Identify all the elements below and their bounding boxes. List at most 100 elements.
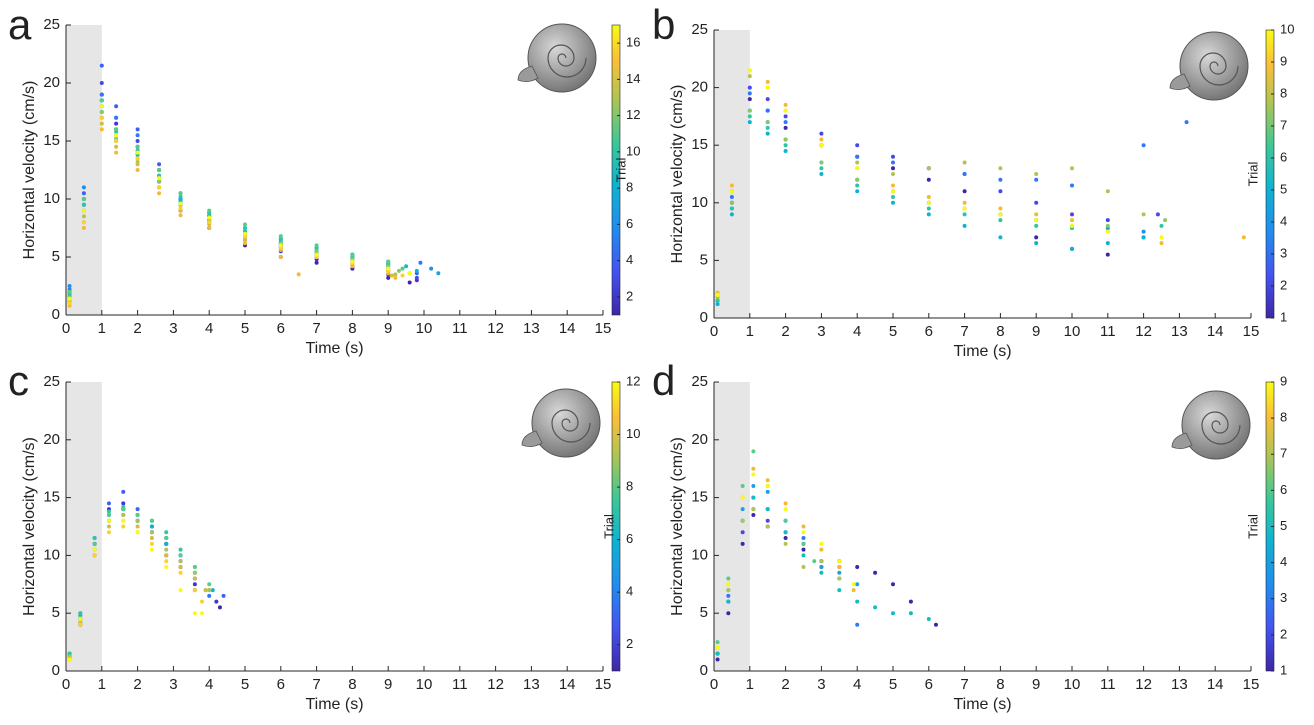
data-point [891,166,895,171]
data-point [178,201,183,206]
data-point [819,160,824,165]
data-point [855,599,860,604]
data-point [783,125,788,130]
data-point [106,524,111,529]
data-point [386,259,391,264]
data-point [891,582,895,587]
data-point [1155,212,1160,217]
data-point [114,133,119,138]
data-point [149,547,154,552]
data-point [765,484,770,489]
x-tick-label: 1 [98,320,106,337]
data-point [157,179,162,184]
data-point [962,223,967,228]
data-point [121,489,126,494]
data-point [783,102,788,107]
colorbar-tick-label: 6 [626,216,633,231]
colorbar-label: Trial [613,157,628,182]
data-point [1034,235,1039,240]
data-point [715,645,720,650]
colorbar-tick-label: 8 [1280,85,1287,100]
data-point [747,91,752,96]
data-point [207,220,212,225]
y-tick-label: 15 [43,489,60,506]
x-tick-label: 4 [853,323,861,340]
y-tick-label: 0 [700,662,708,679]
data-point [135,168,140,172]
data-point [407,271,412,276]
data-point [99,92,104,97]
x-tick-label: 8 [348,676,356,693]
data-point [135,507,140,512]
data-point [396,268,401,273]
data-point [729,212,734,217]
data-point [135,133,140,138]
x-tick-label: 9 [1032,676,1040,693]
data-point [1034,200,1039,205]
data-point [740,484,745,489]
data-point [765,108,770,113]
data-point [729,189,734,194]
data-point [891,189,895,194]
x-tick-label: 4 [853,676,861,693]
x-tick-label: 6 [277,676,285,693]
data-point [1105,218,1110,223]
data-point [740,518,745,523]
data-point [751,466,756,471]
x-tick-label: 0 [62,320,70,337]
data-point [747,85,752,90]
data-point [350,264,355,269]
data-point [855,582,860,587]
data-point [243,237,247,242]
data-point [765,507,770,512]
data-point [1159,235,1164,240]
data-point [164,559,169,564]
colorbar-tick-label: 8 [1280,410,1287,425]
data-point [192,611,197,616]
data-point [801,524,806,529]
data-point [157,168,162,172]
data-point [933,622,938,627]
shell-icon [517,23,597,93]
shell-icon [1169,31,1249,101]
data-point [855,189,860,194]
data-point [891,172,895,176]
x-tick-label: 9 [384,320,392,337]
x-tick-label: 13 [523,676,540,693]
colorbar-label: Trial [601,514,616,539]
data-point [99,81,104,85]
data-point [135,144,140,149]
data-point [135,139,140,143]
data-point [765,79,770,84]
data-point [121,518,126,523]
data-point [400,273,405,278]
colorbar-tick-label: 9 [1280,53,1287,68]
colorbar-tick-label: 10 [1280,21,1294,36]
data-point [819,172,824,176]
data-point [296,272,301,277]
x-tick-label: 10 [416,676,433,693]
data-point [1070,166,1074,171]
data-point [715,298,720,303]
data-point [164,536,169,541]
colorbar-tick-label: 9 [1280,373,1287,388]
data-point [1105,229,1110,234]
data-point [765,478,770,483]
y-tick-label: 10 [43,190,60,207]
data-point [200,611,205,616]
data-point [314,249,319,254]
data-point [389,273,394,278]
data-point [908,611,913,616]
data-point [157,176,162,181]
data-point [207,208,212,213]
y-tick-label: 10 [691,546,708,563]
data-point [350,259,355,264]
colorbar-tick-label: 2 [1280,626,1287,641]
data-point [715,292,720,297]
data-point [99,98,104,103]
data-point [891,154,895,159]
y-tick-label: 10 [43,546,60,563]
colorbar-tick-label: 10 [626,143,640,158]
x-tick-label: 15 [1243,676,1260,693]
shaded-region [66,25,102,315]
